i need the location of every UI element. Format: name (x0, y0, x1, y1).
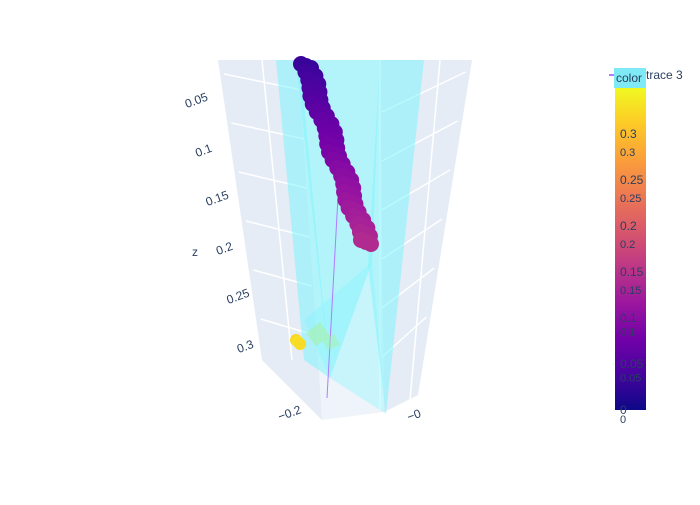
colorbar: 0 0.05 0.1 0.15 0.2 0.25 0.3 0 0.05 0.1 0.15 0.2 0.2… (615, 88, 646, 426)
surfaces (276, 60, 424, 414)
scatter-marker[interactable] (362, 236, 379, 252)
z-tick-label: 0.1 (193, 141, 214, 160)
colorbar-tick-label: 0.1 (620, 311, 637, 325)
colorbar-tick-label: 0.2 (620, 219, 637, 233)
low-markers-layer (290, 334, 306, 350)
surface-plane-main (296, 60, 380, 378)
colorbar-tick-label-secondary: 0.2 (620, 239, 635, 251)
colorbar-tick-label-secondary: 0 (620, 414, 626, 426)
z-tick-label: 0.25 (225, 286, 252, 307)
grid-line (409, 59, 441, 401)
legend-trace3-label[interactable]: trace 3 (646, 68, 683, 82)
colorbar-tick-label-secondary: 0.05 (620, 373, 641, 385)
surface-plane-lower (304, 262, 386, 414)
colorbar-tick-label: 0.3 (620, 127, 637, 141)
colorbar-tick-label: 0 (620, 403, 627, 417)
surface-plane-left (276, 60, 330, 378)
bottom-cluster-shapes (306, 322, 340, 350)
colorbar-tick-label: 0.15 (620, 265, 644, 279)
surface-plane-right (368, 60, 424, 414)
legend[interactable]: color trace 3 (609, 68, 683, 88)
z-tick-label: 0.2 (214, 239, 235, 258)
legend-color-label[interactable]: color (616, 71, 642, 85)
colorbar-tick-label-secondary: 0.15 (620, 285, 641, 297)
colorbar-tick-label: 0.05 (620, 357, 644, 371)
x-tick-label-1: −0.2 (276, 402, 303, 423)
colorbar-tick-label-secondary: 0.1 (620, 327, 635, 339)
z-tick-label: 0.15 (204, 188, 231, 209)
cluster-shape-2 (322, 334, 340, 350)
colorbar-tick-label: 0.25 (620, 173, 644, 187)
grid-line (261, 59, 293, 361)
cluster-shape-1 (306, 322, 330, 346)
x-tick-label-2: −0 (405, 406, 423, 424)
z-tick-label: 0.05 (183, 90, 210, 111)
legend-color-swatch (614, 68, 646, 88)
z-tick-label: 0.3 (235, 337, 256, 356)
scatter-marker-low[interactable] (294, 338, 306, 350)
markers-layer (293, 56, 379, 252)
colorbar-tick-label-secondary: 0.3 (620, 147, 635, 159)
colorbar-tick-label-secondary: 0.25 (620, 193, 641, 205)
colorbar-rect (615, 88, 646, 410)
z-axis-title: z (192, 245, 198, 259)
